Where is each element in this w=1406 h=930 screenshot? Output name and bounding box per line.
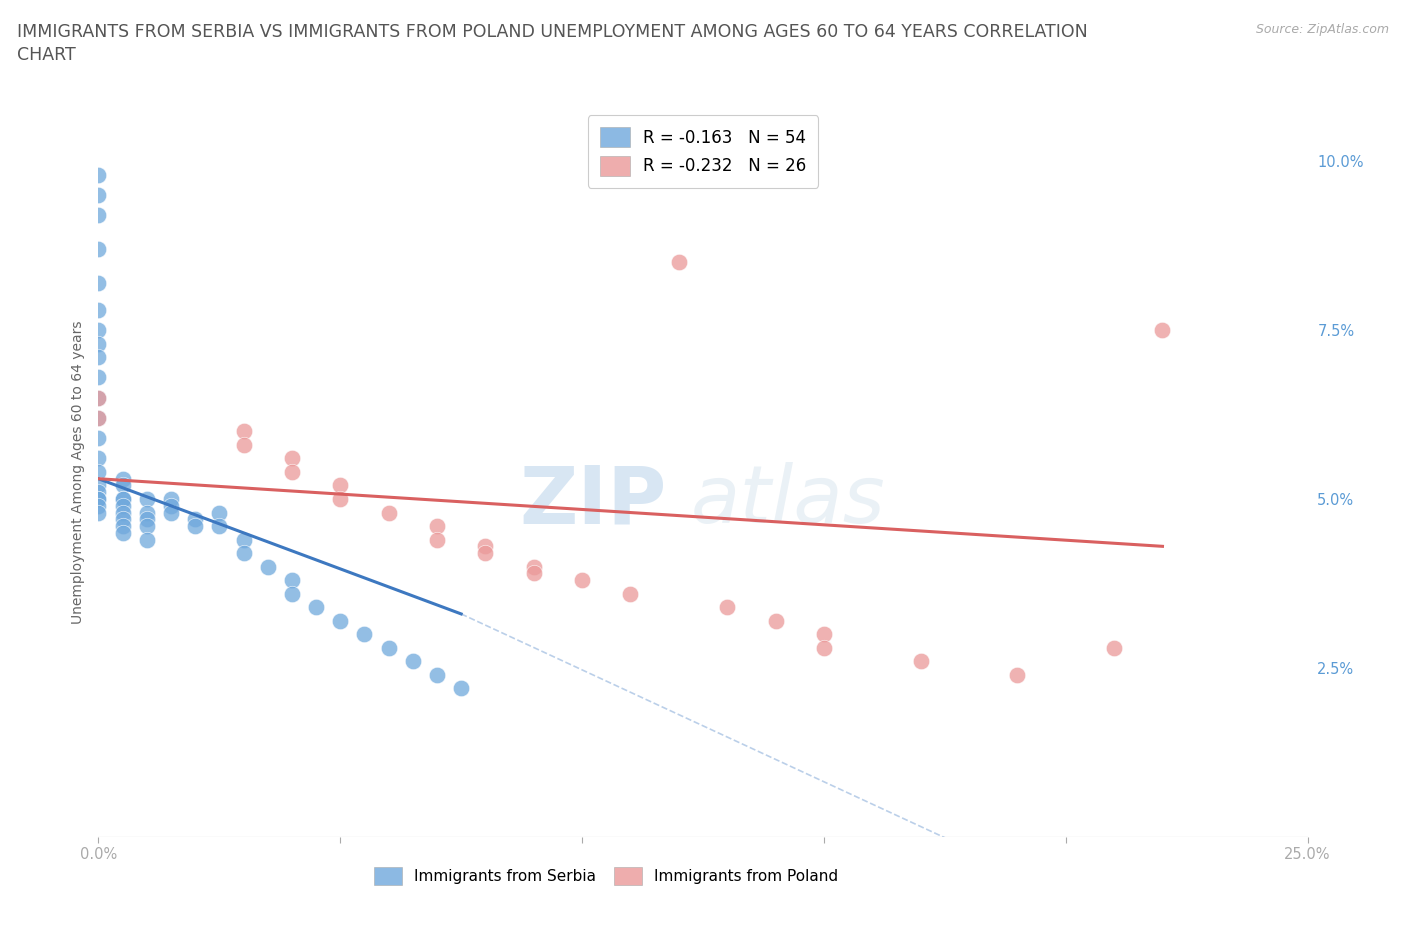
Text: CHART: CHART bbox=[17, 46, 76, 64]
Point bbox=[450, 681, 472, 696]
Point bbox=[135, 492, 157, 507]
Point bbox=[135, 512, 157, 526]
Text: atlas: atlas bbox=[690, 462, 886, 540]
Point bbox=[474, 538, 496, 553]
Point bbox=[377, 505, 399, 520]
Point bbox=[87, 242, 110, 257]
Point bbox=[135, 519, 157, 534]
Point bbox=[353, 627, 375, 642]
Point bbox=[402, 654, 425, 669]
Point bbox=[87, 370, 110, 385]
Point bbox=[377, 640, 399, 655]
Point bbox=[619, 586, 641, 601]
Point bbox=[87, 498, 110, 513]
Point bbox=[111, 492, 134, 507]
Point bbox=[184, 512, 207, 526]
Point bbox=[87, 410, 110, 425]
Point bbox=[111, 512, 134, 526]
Point bbox=[765, 613, 787, 628]
Text: ZIP: ZIP bbox=[519, 462, 666, 540]
Point bbox=[668, 255, 690, 270]
Point bbox=[523, 559, 546, 574]
Point bbox=[160, 492, 183, 507]
Point bbox=[256, 559, 278, 574]
Point bbox=[135, 532, 157, 547]
Point bbox=[1007, 668, 1029, 683]
Point bbox=[87, 505, 110, 520]
Point bbox=[571, 573, 593, 588]
Point bbox=[111, 472, 134, 486]
Point bbox=[426, 519, 449, 534]
Point bbox=[208, 505, 231, 520]
Point bbox=[232, 437, 254, 452]
Point bbox=[87, 350, 110, 365]
Point bbox=[111, 505, 134, 520]
Text: IMMIGRANTS FROM SERBIA VS IMMIGRANTS FROM POLAND UNEMPLOYMENT AMONG AGES 60 TO 6: IMMIGRANTS FROM SERBIA VS IMMIGRANTS FRO… bbox=[17, 23, 1088, 41]
Point bbox=[87, 478, 110, 493]
Point bbox=[813, 627, 835, 642]
Point bbox=[160, 505, 183, 520]
Point bbox=[813, 640, 835, 655]
Point bbox=[184, 519, 207, 534]
Point bbox=[111, 525, 134, 540]
Point bbox=[281, 465, 304, 480]
Point bbox=[87, 167, 110, 182]
Point bbox=[426, 668, 449, 683]
Text: Source: ZipAtlas.com: Source: ZipAtlas.com bbox=[1256, 23, 1389, 36]
Point bbox=[87, 336, 110, 351]
Point bbox=[87, 465, 110, 480]
Point bbox=[716, 600, 738, 615]
Point bbox=[87, 431, 110, 445]
Point bbox=[232, 424, 254, 439]
Point bbox=[87, 485, 110, 499]
Point bbox=[111, 492, 134, 507]
Point bbox=[305, 600, 328, 615]
Point bbox=[87, 302, 110, 317]
Point bbox=[232, 532, 254, 547]
Point bbox=[232, 546, 254, 561]
Point bbox=[87, 275, 110, 290]
Point bbox=[910, 654, 932, 669]
Point bbox=[281, 573, 304, 588]
Point bbox=[1102, 640, 1125, 655]
Point bbox=[329, 492, 352, 507]
Point bbox=[135, 505, 157, 520]
Point bbox=[160, 498, 183, 513]
Point bbox=[329, 613, 352, 628]
Point bbox=[111, 519, 134, 534]
Point bbox=[523, 566, 546, 581]
Point bbox=[87, 391, 110, 405]
Point bbox=[1152, 323, 1174, 338]
Point bbox=[281, 451, 304, 466]
Point bbox=[87, 323, 110, 338]
Legend: Immigrants from Serbia, Immigrants from Poland: Immigrants from Serbia, Immigrants from … bbox=[368, 860, 845, 892]
Point bbox=[87, 391, 110, 405]
Point bbox=[87, 207, 110, 222]
Point bbox=[426, 532, 449, 547]
Point bbox=[87, 492, 110, 507]
Point bbox=[87, 410, 110, 425]
Y-axis label: Unemployment Among Ages 60 to 64 years: Unemployment Among Ages 60 to 64 years bbox=[70, 320, 84, 624]
Point bbox=[111, 498, 134, 513]
Point bbox=[87, 451, 110, 466]
Point bbox=[208, 519, 231, 534]
Point bbox=[281, 586, 304, 601]
Point bbox=[87, 492, 110, 507]
Point bbox=[474, 546, 496, 561]
Point bbox=[111, 478, 134, 493]
Point bbox=[329, 478, 352, 493]
Point bbox=[87, 187, 110, 202]
